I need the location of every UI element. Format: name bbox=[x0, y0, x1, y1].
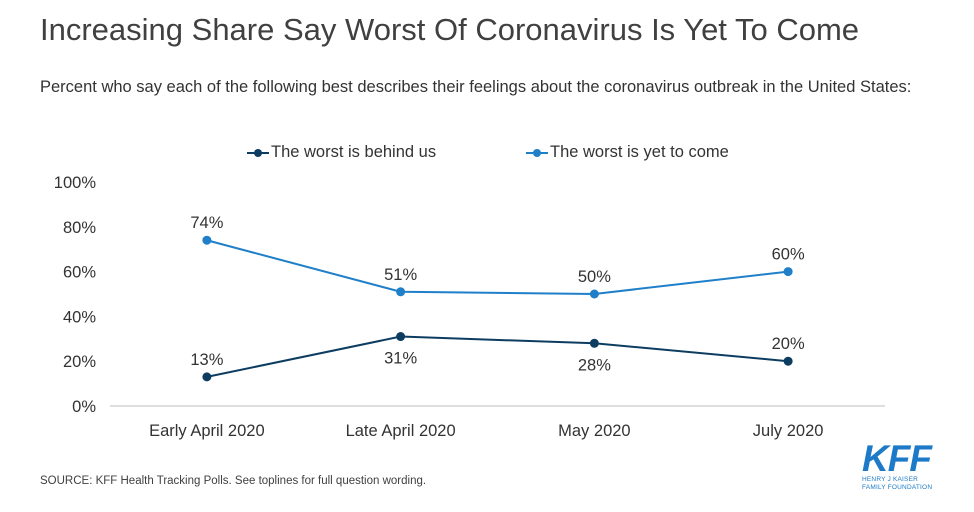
logo-line-2: FAMILY FOUNDATION bbox=[862, 484, 933, 491]
y-tick-label: 40% bbox=[63, 308, 96, 326]
source-note: SOURCE: KFF Health Tracking Polls. See t… bbox=[40, 475, 427, 487]
logo-line-1: HENRY J KAISER bbox=[862, 476, 919, 483]
data-label-yet-to-come: 50% bbox=[578, 268, 611, 286]
kff-logo: KFF HENRY J KAISER FAMILY FOUNDATION bbox=[862, 438, 942, 492]
legend-label-yet-to-come: The worst is yet to come bbox=[550, 143, 729, 161]
data-label-behind: 28% bbox=[578, 356, 611, 374]
y-tick-label: 60% bbox=[63, 264, 96, 282]
legend-dot-behind bbox=[254, 148, 262, 157]
series-line-yet-to-come bbox=[206, 239, 789, 296]
data-point-behind bbox=[202, 372, 212, 382]
x-tick-label: May 2020 bbox=[558, 422, 630, 440]
data-point-yet-to-come bbox=[396, 287, 406, 297]
legend-marker-yet-to-come bbox=[526, 148, 548, 157]
data-label-behind: 31% bbox=[384, 350, 417, 368]
data-point-behind bbox=[396, 332, 406, 342]
legend-item-yet-to-come: The worst is yet to come bbox=[526, 143, 729, 162]
logo-mark: KFF bbox=[862, 438, 932, 479]
y-tick-label: 100% bbox=[54, 174, 97, 192]
data-label-yet-to-come: 74% bbox=[190, 214, 223, 232]
data-point-behind bbox=[783, 356, 793, 366]
data-point-yet-to-come bbox=[202, 235, 212, 245]
x-tick-label: July 2020 bbox=[753, 422, 824, 440]
legend-marker-behind bbox=[247, 148, 269, 157]
y-tick-label: 0% bbox=[72, 398, 96, 416]
legend-dot-yet-to-come bbox=[533, 148, 541, 157]
legend-item-behind: The worst is behind us bbox=[247, 143, 436, 162]
data-label-behind: 20% bbox=[772, 335, 805, 353]
x-tick-label: Early April 2020 bbox=[149, 422, 265, 440]
data-point-yet-to-come bbox=[783, 267, 793, 277]
data-label-yet-to-come: 51% bbox=[384, 266, 417, 284]
data-label-yet-to-come: 60% bbox=[772, 246, 805, 264]
chart-title: Increasing Share Say Worst Of Coronaviru… bbox=[40, 12, 860, 47]
chart-legend: The worst is behind us The worst is yet … bbox=[0, 143, 974, 165]
data-point-yet-to-come bbox=[589, 289, 599, 299]
legend-label-behind: The worst is behind us bbox=[271, 143, 437, 161]
chart-subtitle: Percent who say each of the following be… bbox=[40, 78, 912, 96]
data-label-behind: 13% bbox=[190, 351, 223, 369]
y-tick-label: 80% bbox=[63, 219, 96, 237]
x-tick-label: Late April 2020 bbox=[346, 422, 456, 440]
data-point-behind bbox=[589, 338, 599, 348]
y-tick-label: 20% bbox=[63, 353, 96, 371]
series-line-behind bbox=[206, 335, 789, 378]
